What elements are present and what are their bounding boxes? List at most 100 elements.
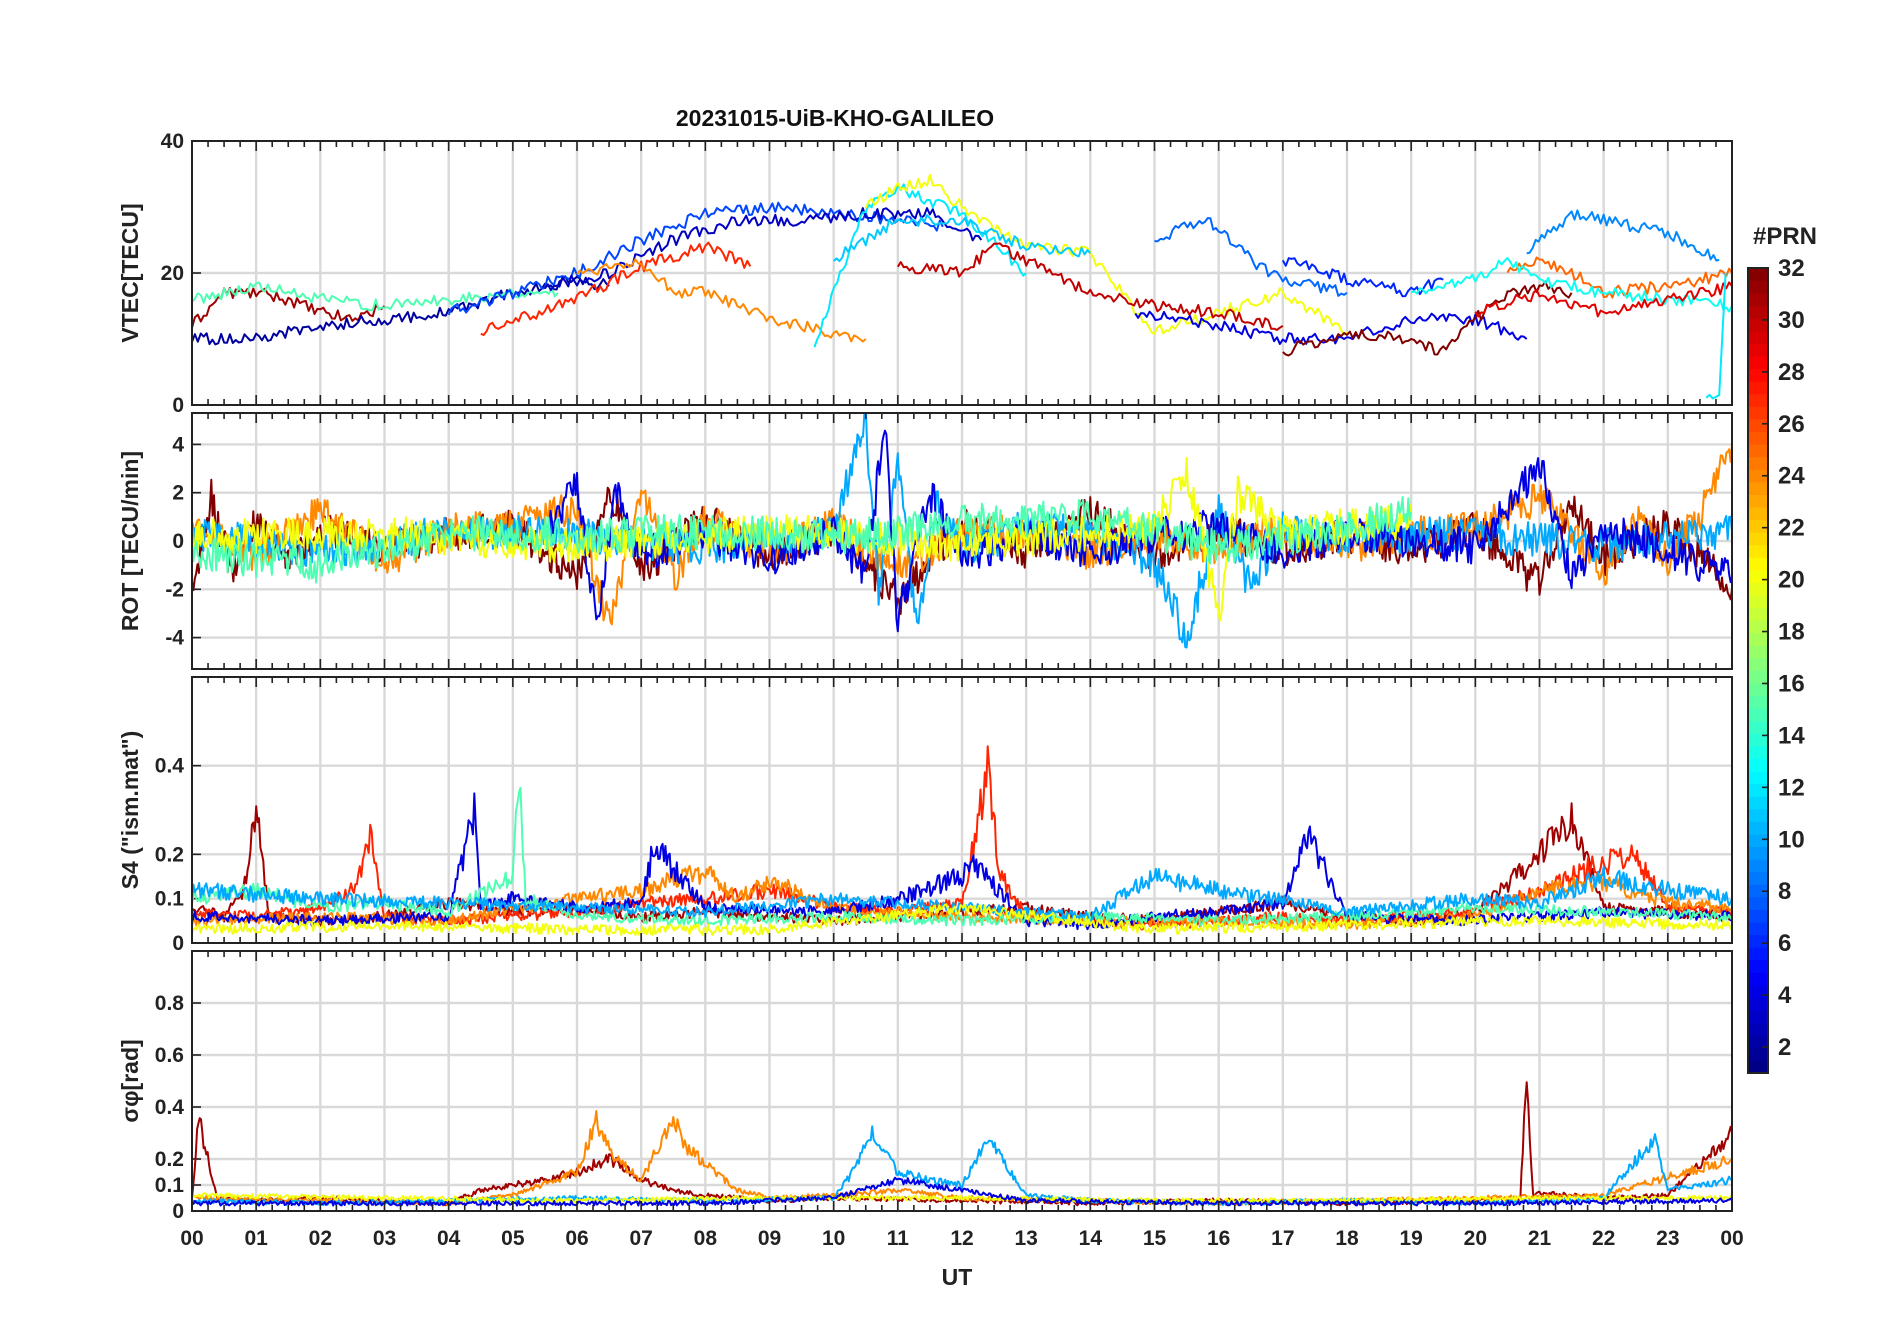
y-tick-label: 40	[161, 130, 184, 153]
panel-sigma-phi: 0 0.1 0.2 0.4 0.6 0.8 σφ[rad]	[117, 950, 1733, 1223]
colorbar-segment	[1748, 368, 1768, 382]
y-tick-label: 0.2	[155, 843, 184, 866]
colorbar-segment	[1748, 532, 1768, 546]
series-line-prn-20	[864, 173, 1348, 336]
colorbar-segment	[1748, 695, 1768, 709]
colorbar-tick-label: 2	[1778, 1034, 1791, 1061]
colorbar-tick-label: 20	[1778, 567, 1805, 594]
panel-rot: -4 -2 0 2 4 ROT [TECU/min]	[117, 412, 1733, 670]
series-group	[192, 745, 1732, 936]
colorbar-segment	[1748, 834, 1768, 848]
x-tick-label: 12	[950, 1227, 973, 1250]
panel-s4: 0 0.1 0.2 0.4 S4 ("ism.mat")	[117, 676, 1733, 955]
colorbar-segment	[1748, 418, 1768, 433]
series-line-prn-15	[192, 496, 1413, 584]
colorbar-segment	[1748, 544, 1768, 558]
colorbar-segment	[1748, 1022, 1768, 1036]
colorbar-segment	[1748, 645, 1768, 659]
chart-title: 20231015-UiB-KHO-GALILEO	[676, 105, 994, 131]
x-axis-label: UT	[942, 1264, 973, 1290]
colorbar-segment	[1748, 569, 1768, 583]
colorbar-segment	[1748, 771, 1768, 785]
colorbar-segment	[1748, 984, 1768, 999]
colorbar-segment	[1748, 481, 1768, 495]
panel-frame	[191, 412, 1733, 670]
x-tick-label: 04	[437, 1227, 461, 1250]
panel-frame	[191, 950, 1733, 1212]
colorbar-segment	[1748, 431, 1768, 445]
colorbar-segment	[1748, 909, 1768, 923]
colorbar-segment	[1748, 934, 1768, 948]
colorbar-tick-label: 12	[1778, 774, 1805, 801]
y-tick-label: 0	[172, 932, 184, 955]
series-line-prn-3	[544, 207, 983, 292]
series-line-prn-32	[1282, 280, 1573, 357]
series-line-prn-30	[896, 242, 1284, 331]
x-tick-label: 05	[501, 1227, 525, 1250]
colorbar-segment	[1748, 758, 1768, 772]
x-tick-label: 23	[1656, 1227, 1679, 1250]
colorbar-segment	[1748, 808, 1768, 822]
colorbar-tick-label: 6	[1778, 930, 1791, 957]
series-line-prn-15	[192, 786, 1732, 927]
y-axis-label: VTEC[TECU]	[117, 203, 143, 342]
colorbar-segment	[1748, 670, 1768, 684]
series-group	[192, 413, 1732, 649]
colorbar-segment	[1748, 884, 1768, 898]
series-line-prn-31	[192, 287, 386, 329]
y-tick-label: 20	[161, 262, 184, 285]
y-axis-label: ROT [TECU/min]	[117, 451, 143, 631]
colorbar-segment	[1748, 871, 1768, 885]
series-line-prn-7	[447, 201, 944, 316]
colorbar-segment	[1748, 632, 1768, 646]
x-tick-label: 22	[1592, 1227, 1615, 1250]
series-line-prn-13	[1410, 257, 1732, 313]
series-line-prn-11	[833, 214, 1092, 263]
colorbar-tick-label: 28	[1778, 359, 1805, 386]
panel-vtec: 0 20 40 VTEC[TECU]	[117, 130, 1733, 417]
x-tick-label: 00	[180, 1227, 203, 1250]
y-axis-label: σφ[rad]	[117, 1039, 143, 1122]
colorbar-segment	[1748, 557, 1768, 571]
colorbar-segment	[1748, 444, 1768, 458]
colorbar-segment	[1748, 657, 1768, 671]
y-tick-label: 0.2	[155, 1148, 184, 1171]
x-tick-label: 07	[629, 1227, 652, 1250]
colorbar-segment	[1748, 356, 1768, 370]
series-line-prn-20	[192, 903, 1732, 936]
y-tick-label: -2	[165, 578, 184, 601]
colorbar-segment	[1748, 506, 1768, 521]
colorbar-segment	[1748, 796, 1768, 810]
colorbar-tick-label: 30	[1778, 307, 1805, 334]
x-tick-label: 21	[1528, 1227, 1552, 1250]
colorbar-segment	[1748, 607, 1768, 621]
x-tick-label: 03	[373, 1227, 396, 1250]
colorbar-segment	[1748, 456, 1768, 470]
colorbar-label: #PRN	[1753, 223, 1817, 250]
colorbar-segment	[1748, 947, 1768, 961]
y-tick-label: 0	[172, 394, 184, 417]
colorbar-segment	[1748, 783, 1768, 797]
y-tick-label: 0	[172, 1200, 184, 1223]
x-tick-label: 00	[1720, 1227, 1743, 1250]
series-line-prn-24	[192, 444, 1732, 626]
colorbar-segment	[1748, 1047, 1768, 1061]
colorbar-segment	[1748, 997, 1768, 1011]
colorbar-segment	[1748, 720, 1768, 734]
colorbar-tick-label: 4	[1778, 982, 1792, 1009]
colorbar-segment	[1748, 1010, 1768, 1024]
y-tick-label: -4	[165, 627, 184, 650]
colorbar-segment	[1748, 519, 1768, 533]
series-line-prn-9	[1526, 209, 1720, 262]
colorbar-tick-label: 16	[1778, 670, 1805, 697]
colorbar-segment	[1748, 268, 1768, 282]
series-line-prn-20	[192, 1192, 1732, 1204]
series-line-prn-4	[1134, 310, 1528, 345]
series-line-prn-8	[1154, 217, 1348, 297]
colorbar-segment	[1748, 896, 1768, 910]
colorbar-tick-label: 10	[1778, 826, 1805, 853]
colorbar-segment	[1748, 745, 1768, 760]
